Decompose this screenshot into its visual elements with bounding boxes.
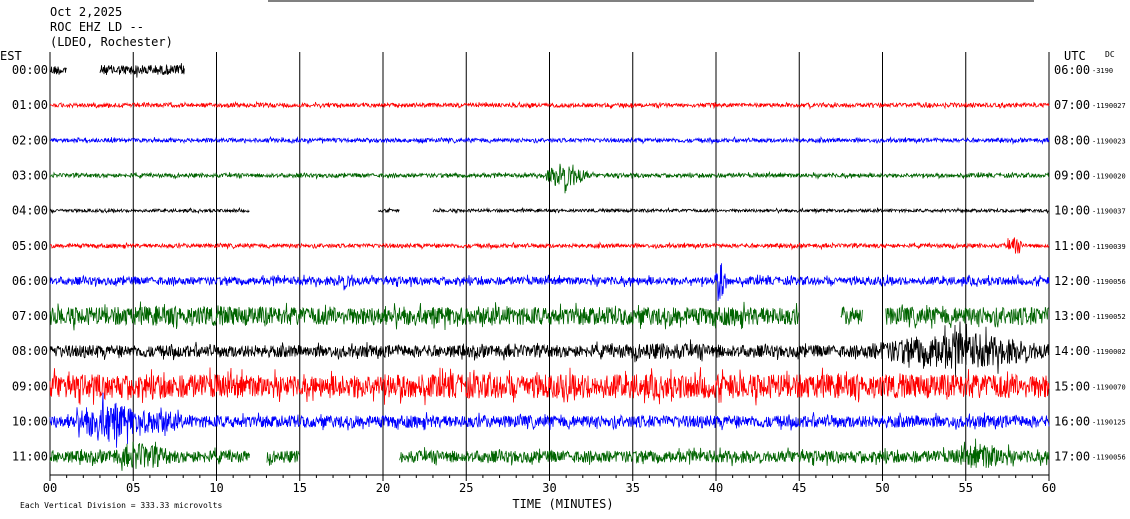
seismic-trace [49,367,1050,406]
grid [49,52,1050,481]
x-tick-label: 25 [459,481,473,495]
seismic-trace [49,301,1050,331]
utc-time-label: 12:00 [1054,274,1090,288]
x-tick-label: 15 [293,481,307,495]
x-tick-labels: 00 05 10 15 20 25 30 35 40 45 50 55 60 [43,481,1056,495]
seismic-trace [49,163,1050,194]
utc-time-label: 09:00 [1054,168,1090,182]
utc-time-label: 14:00 [1054,344,1090,358]
dc-offset-label: -1190056 [1092,454,1126,462]
est-time-label: 00:00 [12,63,48,77]
seismic-trace [49,438,1050,471]
scale-footer: Each Vertical Division = 333.33 microvol… [20,501,222,510]
dc-offset-label: -1190023 [1092,137,1126,145]
x-tick-label: 00 [43,481,57,495]
dc-offset-label: -1190037 [1092,208,1126,216]
est-axis-title: EST [0,49,22,63]
seismic-trace [49,100,1050,110]
dc-offset-label: -1190070 [1092,383,1126,391]
est-labels: 00:00 01:00 02:00 03:00 04:00 05:00 06:00 07:00… [12,63,48,464]
utc-time-label: 17:00 [1054,450,1090,464]
x-tick-label: 05 [126,481,140,495]
x-tick-label: 50 [875,481,889,495]
header-date: Oct 2,2025 [50,5,122,19]
x-tick-label: 45 [792,481,806,495]
dc-offset-label: -1190125 [1092,419,1126,427]
dc-offset-label: -1190020 [1092,172,1126,180]
utc-time-label: 11:00 [1054,239,1090,253]
dc-offset-label: -3190 [1092,67,1113,75]
seismic-trace [49,63,185,78]
est-time-label: 04:00 [12,204,48,218]
seismic-trace [49,321,1050,378]
utc-time-label: 15:00 [1054,379,1090,393]
seismic-trace [49,263,1050,301]
est-time-label: 07:00 [12,309,48,323]
dc-axis-title: DC [1105,50,1115,59]
est-time-label: 05:00 [12,239,48,253]
utc-time-label: 06:00 [1054,63,1090,77]
utc-time-label: 10:00 [1054,204,1090,218]
seismic-trace [49,392,1050,448]
utc-time-label: 08:00 [1054,133,1090,147]
est-time-label: 08:00 [12,344,48,358]
est-time-label: 02:00 [12,133,48,147]
utc-time-label: 13:00 [1054,309,1090,323]
est-time-label: 11:00 [12,450,48,464]
header-station: ROC EHZ LD -- [50,20,144,34]
header-network: (LDEO, Rochester) [50,35,173,49]
x-tick-label: 40 [709,481,723,495]
dc-offset-label: -1190039 [1092,243,1126,251]
utc-labels: 06:00 07:00 08:00 09:00 10:00 11:00 12:00 13:00… [1054,63,1090,464]
utc-time-label: 07:00 [1054,98,1090,112]
dc-labels: -3190 -1190027 -1190023 -1190020 -1190037 -11… [1092,67,1126,462]
dc-offset-label: -1190052 [1092,313,1126,321]
x-tick-label: 55 [959,481,973,495]
utc-time-label: 16:00 [1054,415,1090,429]
est-time-label: 09:00 [12,379,48,393]
seismic-trace [49,237,1050,254]
seismic-trace [49,206,1050,215]
utc-axis-title: UTC [1064,49,1086,63]
dc-offset-label: -1190027 [1092,102,1126,110]
x-tick-label: 20 [376,481,390,495]
x-tick-label: 60 [1042,481,1056,495]
est-time-label: 03:00 [12,168,48,182]
x-tick-label: 35 [626,481,640,495]
est-time-label: 06:00 [12,274,48,288]
est-time-label: 10:00 [12,415,48,429]
dc-offset-label: -1190056 [1092,278,1126,286]
x-tick-label: 10 [209,481,223,495]
dc-offset-label: -1190002 [1092,348,1126,356]
seismic-trace [50,135,1050,145]
traces [49,63,1050,471]
x-axis-label: TIME (MINUTES) [512,497,613,511]
est-time-label: 01:00 [12,98,48,112]
x-tick-label: 30 [542,481,556,495]
